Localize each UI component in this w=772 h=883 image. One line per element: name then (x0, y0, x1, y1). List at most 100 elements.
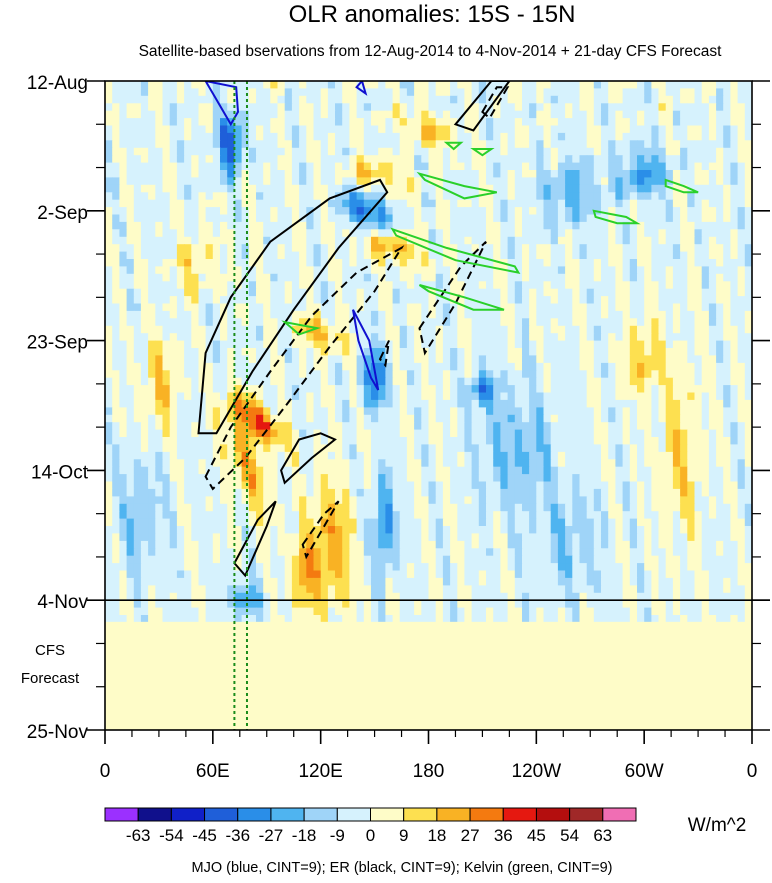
field-cell (140, 325, 149, 334)
field-cell (464, 236, 473, 245)
field-cell (184, 147, 192, 156)
field-cell (198, 288, 207, 297)
field-cell (349, 162, 358, 171)
field-cell (708, 437, 717, 445)
field-cell (256, 303, 264, 312)
field-cell (658, 251, 667, 260)
field-cell (716, 81, 724, 89)
field-cell (615, 325, 624, 334)
field-cell (320, 392, 329, 401)
field-cell (155, 81, 164, 89)
field-cell (406, 177, 415, 186)
field-cell (493, 422, 501, 431)
field-cell (169, 221, 178, 230)
field-cell (234, 244, 243, 253)
field-cell (622, 221, 631, 230)
field-cell (744, 288, 752, 297)
field-cell (716, 399, 724, 408)
field-cell (363, 110, 372, 119)
field-cell (500, 110, 509, 119)
field-cell (169, 170, 178, 178)
field-cell (342, 444, 350, 453)
field-cell (313, 162, 322, 171)
field-cell (665, 199, 674, 208)
field-cell (730, 140, 739, 149)
field-cell (119, 229, 128, 238)
field-cell (593, 125, 602, 134)
field-cell (536, 370, 545, 379)
field-cell (701, 88, 710, 97)
field-cell (378, 488, 386, 497)
field-cell (291, 429, 300, 438)
field-cell (665, 288, 674, 297)
field-cell (608, 414, 616, 423)
field-cell (371, 488, 379, 497)
field-cell (672, 125, 681, 134)
field-cell (572, 296, 581, 305)
field-cell (414, 422, 422, 431)
field-cell (184, 288, 192, 297)
field-cell (672, 325, 681, 334)
field-cell (392, 348, 401, 356)
field-cell (220, 88, 228, 97)
field-cell (629, 340, 638, 349)
field-cell (450, 273, 458, 282)
field-cell (291, 236, 300, 245)
field-cell (478, 362, 487, 371)
field-cell (119, 303, 128, 312)
field-cell (450, 310, 458, 319)
field-cell (363, 370, 372, 379)
field-cell (220, 303, 228, 312)
field-cell (507, 140, 516, 149)
field-cell (140, 437, 149, 445)
field-cell (450, 437, 458, 445)
field-cell (471, 140, 480, 149)
field-cell (105, 207, 113, 216)
field-cell (263, 170, 271, 178)
field-cell (248, 399, 257, 408)
field-cell (716, 444, 724, 453)
field-cell (234, 236, 243, 245)
field-cell (680, 110, 688, 119)
field-cell (730, 370, 739, 379)
field-cell (586, 184, 595, 193)
field-cell (579, 429, 588, 438)
field-cell (205, 244, 214, 253)
field-cell (112, 95, 120, 104)
field-cell (356, 296, 365, 305)
field-cell (378, 207, 386, 216)
field-cell (126, 118, 135, 127)
field-cell (622, 318, 631, 327)
field-cell (399, 444, 408, 453)
field-cell (514, 81, 523, 89)
field-cell (450, 110, 458, 119)
field-cell (356, 214, 365, 223)
field-cell (457, 177, 466, 186)
field-cell (672, 221, 681, 230)
field-cell (155, 281, 164, 290)
field-cell (184, 377, 192, 386)
field-cell (478, 199, 487, 208)
field-cell (169, 288, 178, 297)
field-cell (392, 281, 401, 290)
field-cell (543, 392, 552, 401)
field-cell (680, 229, 688, 238)
field-cell (399, 170, 408, 178)
field-cell (723, 318, 731, 327)
field-cell (464, 370, 473, 379)
field-cell (680, 199, 688, 208)
field-cell (708, 310, 717, 319)
field-cell (385, 118, 394, 127)
field-cell (299, 199, 307, 208)
field-cell (593, 118, 602, 127)
field-cell (730, 377, 739, 386)
field-cell (105, 466, 113, 475)
field-cell (342, 214, 350, 223)
field-cell (708, 422, 717, 431)
field-cell (435, 229, 444, 238)
field-cell (514, 459, 523, 468)
field-cell (637, 177, 645, 186)
field-cell (529, 407, 537, 416)
field-cell (140, 207, 149, 216)
field-cell (277, 310, 286, 319)
